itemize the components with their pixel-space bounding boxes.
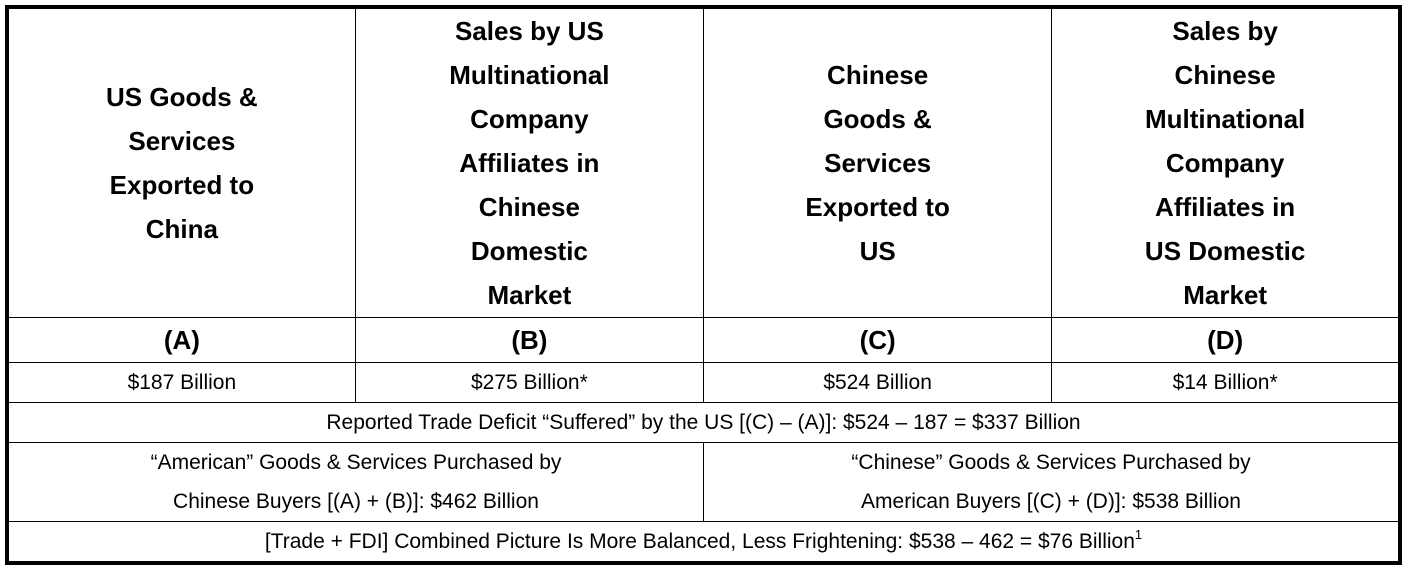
text-line: Affiliates in (1155, 192, 1296, 222)
column-letter: (B) (354, 317, 705, 363)
text-line: Domestic (470, 236, 588, 266)
value-row: $187 Billion $275 Billion* $524 Billion … (6, 362, 1401, 403)
text-line: Chinese (1174, 60, 1276, 90)
text-line: Multinational (449, 60, 610, 90)
column-letter: (A) (6, 317, 356, 363)
text-line: Market (1183, 280, 1268, 310)
value-cell: $187 Billion (6, 362, 356, 403)
combined-text: [Trade + FDI] Combined Picture Is More B… (264, 529, 1135, 553)
header-row: US Goods & Services Exported to China Sales … (6, 6, 1401, 318)
text-line: Services (824, 148, 932, 178)
column-letter: (C) (702, 317, 1053, 363)
text-line: US (859, 236, 896, 266)
text-line: Company (1165, 148, 1285, 178)
text-line: Chinese Buyers [(A) + (B)]: $462 Billion (173, 490, 539, 513)
text-line: Sales by US (454, 16, 604, 46)
text-line: Market (487, 280, 572, 310)
header-cell: Sales by Chinese Multinational Company Affil… (1051, 6, 1401, 318)
text-line: China (145, 214, 218, 244)
header-cell: US Goods & Services Exported to China (6, 6, 356, 318)
text-line: Affiliates in (459, 148, 600, 178)
deficit-cell: Reported Trade Deficit “Suffered” by the… (6, 402, 1401, 443)
text-line: Chinese (478, 192, 580, 222)
text-line: Company (470, 104, 589, 134)
text-line: “Chinese” Goods & Services Purchased by (851, 451, 1251, 474)
text-line: Exported to (109, 170, 255, 200)
text-line: Multinational (1144, 104, 1306, 134)
value-cell: $275 Billion* (354, 362, 705, 403)
header-cell: Sales by US Multinational Company Affiliate… (354, 6, 705, 318)
purchases-cell: “Chinese” Goods & Services Purchased by A… (703, 442, 1401, 522)
value-cell: $14 Billion* (1051, 362, 1401, 403)
text-line: “American” Goods & Services Purchased by (150, 451, 562, 474)
text-line: US Goods & (106, 82, 258, 112)
column-letter: (D) (1051, 317, 1401, 363)
text-line: Goods & (823, 104, 932, 134)
text-line: Exported to (805, 192, 950, 222)
value-cell: $524 Billion (702, 362, 1053, 403)
combined-row: [Trade + FDI] Combined Picture Is More B… (6, 521, 1401, 564)
text-line: US Domestic (1144, 236, 1306, 266)
header-cell: Chinese Goods & Services Exported to US (702, 6, 1053, 318)
text-line: Chinese (827, 60, 929, 90)
deficit-row: Reported Trade Deficit “Suffered” by the… (6, 402, 1401, 443)
letter-row: (A) (B) (C) (D) (6, 317, 1401, 363)
purchases-cell: “American” Goods & Services Purchased by… (6, 442, 704, 522)
purchases-row: “American” Goods & Services Purchased by… (6, 442, 1401, 522)
combined-cell: [Trade + FDI] Combined Picture Is More B… (6, 521, 1401, 564)
text-line: American Buyers [(C) + (D)]: $538 Billio… (861, 490, 1241, 513)
text-line: Sales by (1172, 16, 1278, 46)
footnote-marker: 1 (1134, 526, 1143, 542)
trade-table: US Goods & Services Exported to China Sales … (5, 5, 1402, 565)
text-line: Services (128, 126, 236, 156)
